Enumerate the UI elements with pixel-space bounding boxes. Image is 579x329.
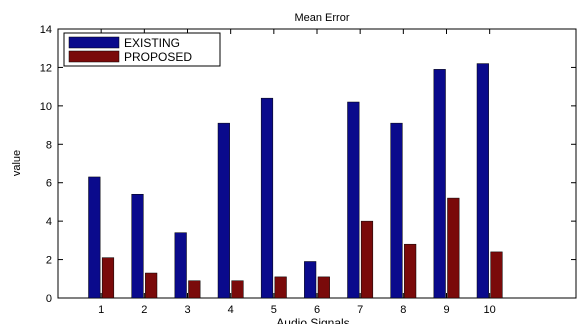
x-tick-label: 4 — [228, 304, 234, 316]
x-tick-label: 2 — [141, 304, 147, 316]
bar-existing-1 — [88, 176, 101, 299]
legend-swatch-proposed — [68, 50, 120, 63]
bar-existing-5 — [260, 97, 274, 299]
bar-proposed-2 — [145, 272, 158, 299]
bars — [88, 63, 503, 299]
bar-existing-8 — [390, 122, 403, 299]
legend-swatch-existing — [68, 36, 120, 49]
y-tick-label: 4 — [46, 216, 52, 228]
bar-proposed-10 — [490, 251, 503, 299]
bar-existing-10 — [476, 63, 489, 299]
bar-proposed-4 — [231, 280, 244, 299]
bar-proposed-8 — [404, 243, 417, 299]
x-tick-label: 7 — [357, 304, 363, 316]
legend-label-existing: EXISTING — [124, 36, 180, 50]
bar-existing-3 — [174, 232, 187, 299]
y-tick-label: 14 — [40, 24, 52, 36]
bar-existing-4 — [217, 122, 230, 299]
x-axis: 1 2 3 4 5 6 7 8 9 10 — [98, 29, 496, 316]
bar-proposed-6 — [317, 276, 330, 299]
y-tick-label: 10 — [40, 101, 52, 113]
bar-proposed-1 — [101, 257, 115, 299]
bar-existing-6 — [304, 261, 317, 299]
y-tick-label: 0 — [46, 293, 52, 305]
y-tick-label: 6 — [46, 178, 52, 190]
y-axis: 0 2 4 6 8 10 12 14 — [40, 24, 576, 305]
bar-proposed-7 — [360, 220, 374, 299]
x-tick-label: 1 — [98, 304, 104, 316]
bar-existing-2 — [131, 193, 144, 299]
y-tick-label: 8 — [46, 139, 52, 151]
x-tick-label: 10 — [484, 304, 496, 316]
chart-title: Mean Error — [294, 12, 349, 24]
bar-proposed-3 — [188, 280, 201, 299]
y-tick-label: 2 — [46, 255, 52, 267]
y-tick-label: 12 — [40, 62, 52, 74]
x-tick-label: 8 — [400, 304, 406, 316]
x-tick-label: 6 — [314, 304, 320, 316]
bar-existing-7 — [347, 101, 360, 299]
y-axis-label: value — [11, 150, 23, 176]
bar-proposed-5 — [274, 276, 287, 299]
x-axis-label: Audio Signals — [276, 316, 349, 324]
plot-area-frame — [57, 28, 577, 299]
x-tick-label: 9 — [443, 304, 449, 316]
bar-proposed-9 — [447, 197, 460, 299]
x-tick-label: 5 — [271, 304, 277, 316]
x-tick-label: 3 — [184, 304, 190, 316]
bar-existing-9 — [433, 69, 446, 299]
legend-label-proposed: PROPOSED — [124, 50, 192, 64]
